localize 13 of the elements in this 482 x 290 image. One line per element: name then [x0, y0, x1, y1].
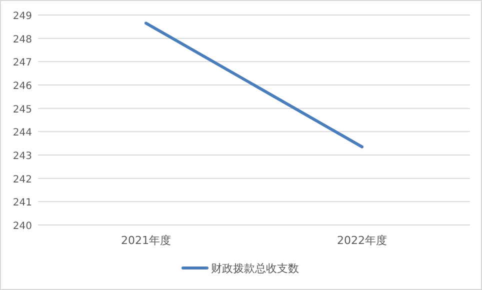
- y-tick-label: 247: [12, 58, 32, 69]
- x-tick-label: 2022年度: [337, 234, 387, 247]
- y-tick-label: 245: [12, 104, 32, 116]
- y-tick-label: 246: [12, 81, 32, 92]
- x-tick-label: 2021年度: [121, 234, 171, 247]
- y-tick-label: 248: [12, 34, 32, 46]
- y-tick-label: 243: [12, 151, 32, 162]
- legend-label: 财政拨款总收支数: [211, 262, 299, 275]
- y-tick-label: 240: [12, 221, 32, 232]
- y-tick-label: 244: [12, 128, 32, 139]
- y-tick-label: 242: [12, 174, 32, 186]
- y-tick-label: 249: [12, 11, 32, 22]
- y-tick-label: 241: [12, 198, 32, 209]
